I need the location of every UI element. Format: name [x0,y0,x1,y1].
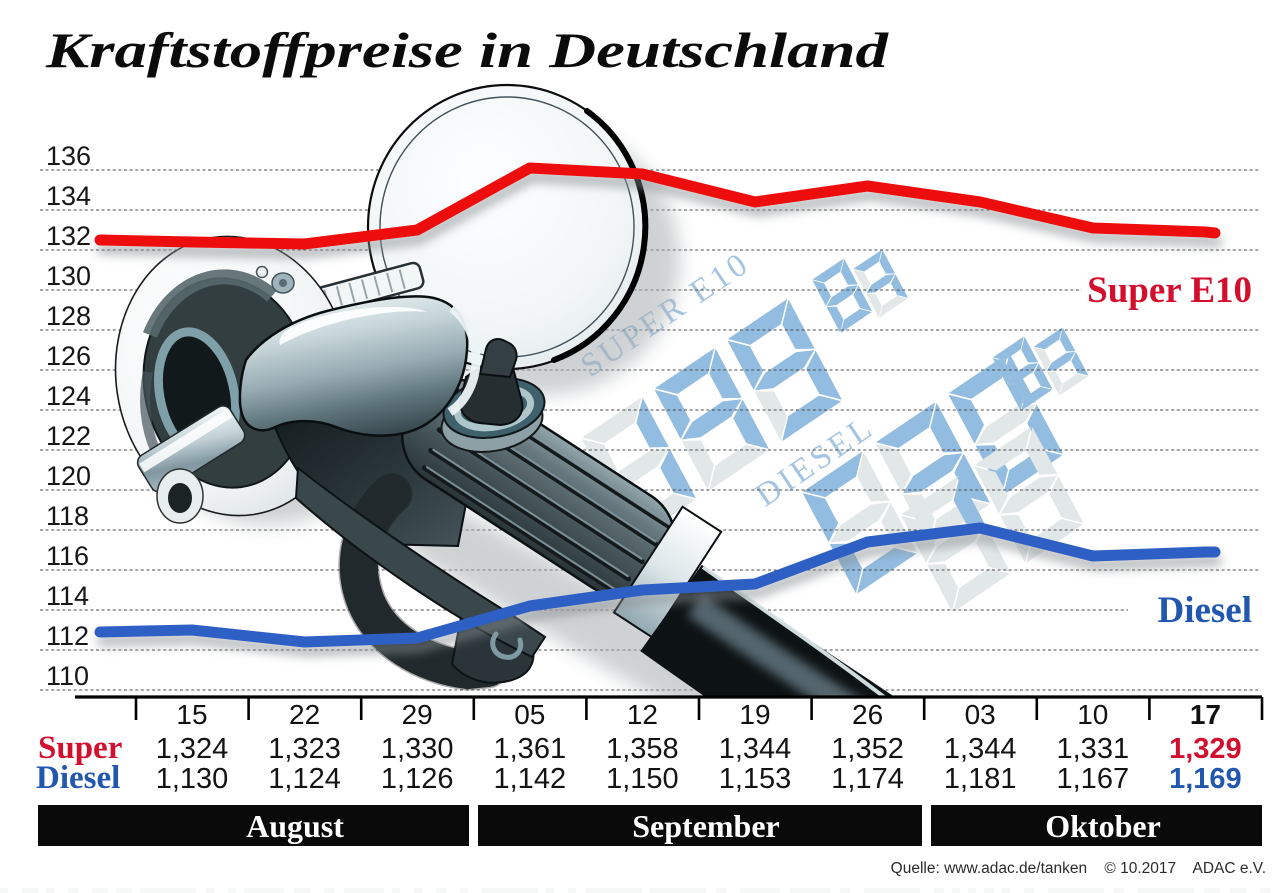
svg-text:15: 15 [176,699,207,730]
svg-text:26: 26 [852,699,883,730]
svg-text:1,361: 1,361 [494,733,567,765]
svg-text:Oktober: Oktober [1045,808,1161,844]
svg-text:12: 12 [627,699,658,730]
svg-text:05: 05 [514,699,545,730]
svg-text:1,344: 1,344 [719,733,792,765]
svg-text:August: August [246,808,344,844]
svg-text:03: 03 [965,699,996,730]
svg-text:Quelle: www.adac.de/tanken: Quelle: www.adac.de/tanken © 10.2017 ADA… [891,860,1266,877]
svg-text:122: 122 [46,421,91,451]
svg-text:136: 136 [46,141,91,171]
svg-text:1,150: 1,150 [606,763,679,795]
svg-text:1,324: 1,324 [156,733,229,765]
svg-text:1,126: 1,126 [381,763,454,795]
svg-text:110: 110 [46,661,89,691]
svg-text:1,352: 1,352 [831,733,904,765]
svg-text:130: 130 [46,261,91,291]
svg-text:19: 19 [739,699,770,730]
svg-text:1,124: 1,124 [268,763,341,795]
svg-text:10: 10 [1077,699,1108,730]
svg-text:Kraftstoffpreise in Deutschlan: Kraftstoffpreise in Deutschland [45,22,890,78]
svg-text:132: 132 [46,221,91,251]
svg-text:17: 17 [1190,699,1221,730]
svg-text:1,174: 1,174 [831,763,904,795]
svg-text:134: 134 [46,181,91,211]
svg-text:1,358: 1,358 [606,733,679,765]
svg-text:1,331: 1,331 [1057,733,1130,765]
svg-text:1,130: 1,130 [156,763,229,795]
svg-text:1,169: 1,169 [1169,763,1242,795]
svg-text:118: 118 [46,501,89,531]
svg-text:114: 114 [46,581,89,611]
svg-text:22: 22 [289,699,320,730]
svg-text:1,153: 1,153 [719,763,792,795]
svg-text:Super E10: Super E10 [1087,270,1252,311]
svg-text:1,167: 1,167 [1057,763,1130,795]
svg-text:126: 126 [46,341,91,371]
svg-text:1,329: 1,329 [1169,733,1242,765]
svg-text:124: 124 [46,381,91,411]
svg-text:1,181: 1,181 [944,763,1017,795]
svg-text:1,142: 1,142 [494,763,567,795]
svg-text:1,330: 1,330 [381,733,454,765]
svg-text:116: 116 [46,541,89,571]
svg-text:128: 128 [46,301,91,331]
svg-text:112: 112 [46,621,89,651]
svg-text:1,344: 1,344 [944,733,1017,765]
svg-text:September: September [632,808,780,844]
svg-text:Diesel: Diesel [36,760,120,796]
svg-text:Diesel: Diesel [1157,590,1252,631]
svg-text:120: 120 [46,461,91,491]
svg-text:Super: Super [38,730,122,766]
svg-text:29: 29 [402,699,433,730]
svg-text:1,323: 1,323 [268,733,341,765]
